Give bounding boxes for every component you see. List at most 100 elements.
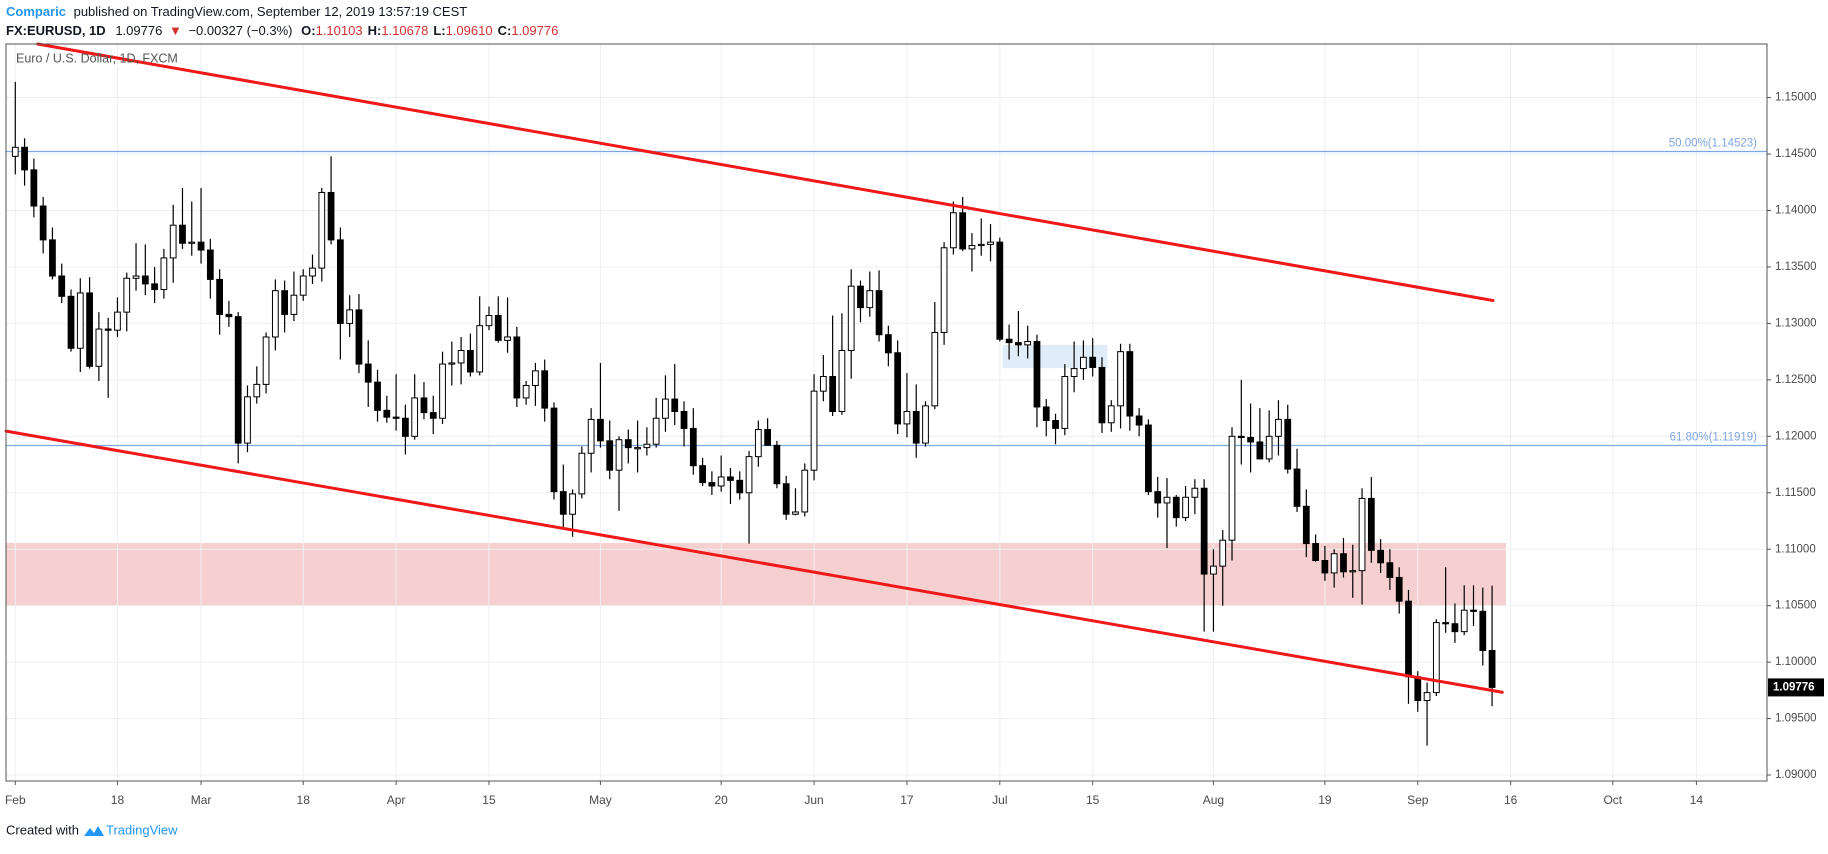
footer-brand[interactable]: TradingView (106, 822, 178, 837)
y-tick-label: 1.14500 (1775, 148, 1817, 160)
candle-body (1042, 406, 1050, 422)
candle-body (1423, 692, 1431, 702)
x-tick-label: 18 (111, 793, 125, 807)
candle-body (327, 191, 335, 241)
candle-body (968, 245, 976, 250)
x-tick-label: 15 (1086, 793, 1100, 807)
candle-body (1488, 649, 1496, 688)
candle-body (225, 313, 233, 318)
ohlc-label: C: (498, 23, 512, 38)
candle-body (197, 241, 205, 251)
candle-body (216, 278, 224, 315)
candle-body (467, 350, 474, 373)
candle-body (810, 390, 818, 471)
candle-body (457, 350, 465, 364)
last-price: 1.09776 (115, 23, 162, 38)
candle-body (86, 292, 93, 367)
candle-body (1312, 543, 1319, 562)
x-tick-label: 15 (482, 793, 496, 807)
candle-body (1080, 356, 1087, 370)
candle-body (857, 285, 864, 309)
candle-body (290, 294, 298, 315)
ohlc-value: 1.10103 (316, 23, 363, 38)
candle-body (364, 363, 372, 383)
x-tick-label: Jun (804, 793, 823, 807)
candle-body (271, 290, 279, 338)
x-tick-label: Mar (191, 793, 212, 807)
candle-body (903, 410, 911, 425)
candle-body (1237, 435, 1245, 439)
candle-body (336, 239, 344, 324)
candle-body (912, 410, 920, 444)
candle-body (262, 336, 270, 385)
candle-body (179, 224, 186, 244)
candle-body (1200, 487, 1208, 575)
candle-body (374, 381, 381, 411)
candle-body (541, 370, 549, 409)
y-tick-label: 1.14000 (1775, 205, 1817, 217)
candle-body (764, 429, 771, 446)
brand-logo (84, 826, 104, 836)
fib-label: 61.80%(1.11919) (1670, 431, 1758, 443)
candle-body (829, 375, 837, 412)
candle-body (1033, 340, 1041, 408)
candle-body (281, 290, 289, 315)
plot-frame (5, 43, 1768, 782)
candle-body (114, 311, 121, 331)
y-tick-label: 1.10000 (1775, 656, 1817, 668)
candle-body (931, 331, 939, 407)
candle-body (597, 418, 604, 442)
candle-body (996, 241, 1004, 340)
candle-body (21, 146, 28, 171)
candle-body (522, 385, 530, 399)
grid (6, 44, 1767, 781)
candle-body (439, 363, 446, 419)
candle-body (30, 169, 38, 207)
y-tick-label: 1.13500 (1775, 261, 1817, 273)
candle-body (1395, 576, 1403, 602)
candle-body (1228, 435, 1236, 541)
published: published on TradingView.com, September … (74, 4, 468, 19)
candle-body (1061, 375, 1069, 429)
y-tick-label: 1.09500 (1775, 713, 1817, 725)
x-tick-label: 17 (900, 793, 914, 807)
y-tick-label: 1.15000 (1775, 92, 1817, 104)
candle-body (624, 439, 632, 449)
footer-created: Created with (6, 822, 79, 837)
trendline (4, 429, 1504, 694)
candle-body (987, 241, 994, 245)
candle-body (58, 275, 66, 297)
candle-body (123, 277, 131, 313)
candle-body (652, 417, 660, 445)
trendlines (4, 42, 1504, 694)
candle-body (504, 336, 511, 341)
fib-label: 50.00%(1.14523) (1669, 138, 1757, 150)
candle-body (1330, 553, 1338, 574)
candle-body (1386, 562, 1394, 578)
candle-body (699, 465, 706, 484)
candle-body (782, 483, 790, 515)
candle-body (253, 383, 261, 398)
candle-body (392, 416, 400, 419)
candle-body (587, 418, 595, 454)
candle-body (1024, 340, 1032, 346)
candle-body (49, 239, 56, 277)
x-tick-label: May (589, 793, 612, 807)
candle-body (1349, 570, 1357, 573)
x-tick-label: 18 (297, 793, 311, 807)
candle-body (160, 257, 168, 291)
candle-body (411, 397, 419, 437)
candle-body (1302, 505, 1310, 545)
ohlc-value: 1.10678 (381, 23, 428, 38)
y-tick-label: 1.12500 (1775, 374, 1817, 386)
candle-body (1479, 610, 1487, 651)
author[interactable]: Comparic (6, 4, 66, 19)
candle-body (132, 275, 140, 279)
candle-body (1284, 418, 1292, 470)
candle-body (569, 493, 576, 515)
chart-title: Euro / U.S. Dollar, 1D, FXCM (16, 51, 178, 65)
candle-body (643, 443, 651, 449)
x-tick-label: Oct (1603, 793, 1622, 807)
candle-body (1358, 497, 1366, 572)
